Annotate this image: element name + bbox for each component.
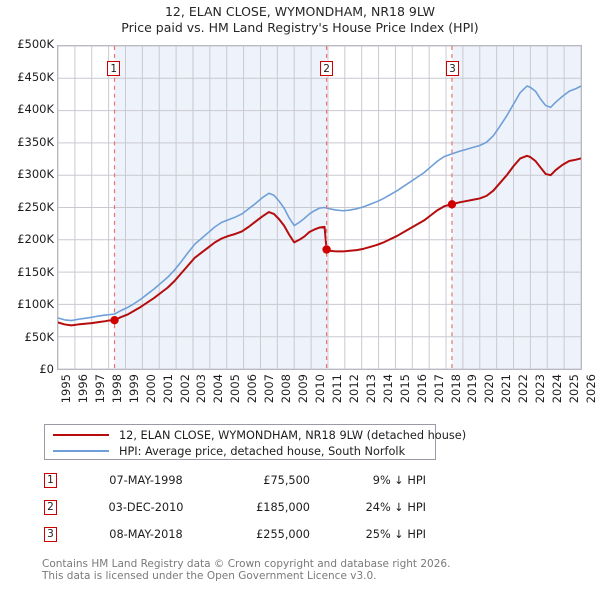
y-axis-tick-label: £200K bbox=[17, 232, 54, 246]
x-axis-tick-label: 2001 bbox=[160, 374, 175, 404]
x-axis-tick-label: 2018 bbox=[448, 374, 463, 404]
x-axis-tick-label: 2017 bbox=[431, 374, 446, 404]
x-axis-tick-label: 2003 bbox=[194, 374, 209, 404]
x-axis-tick-label: 2005 bbox=[228, 374, 243, 404]
y-axis-tick-label: £150K bbox=[17, 264, 54, 279]
sale-marker-dot-2[interactable] bbox=[322, 245, 331, 254]
x-axis-tick-label: 2019 bbox=[465, 374, 480, 404]
x-axis-tick-label: 2026 bbox=[584, 374, 598, 404]
footer-attribution: Contains HM Land Registry data © Crown c… bbox=[42, 558, 562, 582]
sale-marker-badge-1[interactable]: 1 bbox=[107, 61, 121, 76]
txn-date: 03-DEC-2010 bbox=[108, 501, 184, 514]
table-row: 2 03-DEC-2010 £185,000 24% ↓ HPI bbox=[44, 497, 444, 524]
sale-marker-dot-3[interactable] bbox=[447, 200, 457, 209]
legend-item-hpi: HPI: Average price, detached house, Sout… bbox=[53, 443, 405, 459]
txn-hpi-delta: 9% ↓ HPI bbox=[372, 474, 426, 487]
x-axis-tick-label: 2021 bbox=[499, 374, 514, 404]
x-axis-tick-label: 1998 bbox=[109, 374, 124, 404]
y-axis-tick-label: £350K bbox=[17, 134, 54, 149]
x-axis-tick-label: 2020 bbox=[482, 374, 497, 404]
txn-index-badge: 2 bbox=[44, 500, 57, 515]
txn-hpi-delta: 25% ↓ HPI bbox=[365, 528, 426, 541]
x-axis-tick-label: 2004 bbox=[211, 374, 226, 404]
x-axis-tick-label: 2000 bbox=[143, 374, 158, 404]
txn-price: £75,500 bbox=[263, 474, 310, 487]
y-axis: £0 £50K £100K £150K £200K £250K £300K £350K £400… bbox=[0, 0, 54, 590]
chart-svg bbox=[58, 46, 581, 369]
x-axis-tick-label: 2012 bbox=[346, 374, 361, 404]
x-axis-tick-label: 1999 bbox=[126, 374, 141, 404]
y-axis-tick-label: £50K bbox=[24, 329, 55, 344]
x-axis-tick-label: 2006 bbox=[245, 374, 260, 404]
sale-marker-badge-3[interactable]: 3 bbox=[445, 61, 459, 76]
x-axis-tick-label: 1995 bbox=[59, 374, 73, 404]
x-axis-tick-label: 2008 bbox=[279, 374, 294, 404]
y-axis-tick-label: £300K bbox=[17, 167, 54, 181]
series-hpi bbox=[58, 85, 581, 322]
transactions-table: 1 07-MAY-1998 £75,500 9% ↓ HPI 2 03-DEC-… bbox=[44, 470, 444, 551]
legend-label-hpi: HPI: Average price, detached house, Sout… bbox=[119, 444, 406, 458]
txn-date: 08-MAY-2018 bbox=[109, 528, 183, 541]
y-axis-tick-label: £450K bbox=[17, 69, 54, 84]
x-axis-tick-label: 2002 bbox=[177, 374, 192, 404]
x-axis-tick-label: 2015 bbox=[397, 374, 412, 404]
chart-plot-area bbox=[57, 45, 582, 370]
txn-date: 07-MAY-1998 bbox=[109, 474, 183, 487]
txn-index-badge: 3 bbox=[44, 527, 57, 542]
x-axis-tick-label: 2010 bbox=[313, 374, 328, 404]
page-subtitle: Price paid vs. HM Land Registry's House … bbox=[121, 20, 479, 35]
x-axis-tick-label: 2024 bbox=[550, 374, 565, 404]
txn-price: £185,000 bbox=[256, 501, 310, 514]
page-title: 12, ELAN CLOSE, WYMONDHAM, NR18 9LW bbox=[164, 4, 436, 19]
x-axis-tick-label: 2023 bbox=[533, 374, 548, 404]
sale-marker-badge-2[interactable]: 2 bbox=[320, 61, 334, 76]
txn-index-badge: 1 bbox=[44, 473, 57, 488]
x-axis-tick-label: 1996 bbox=[75, 374, 90, 404]
y-axis-tick-label: £100K bbox=[17, 297, 54, 311]
x-axis-tick-label: 2022 bbox=[516, 374, 531, 404]
txn-hpi-delta: 24% ↓ HPI bbox=[365, 501, 426, 514]
chart-title-block: 12, ELAN CLOSE, WYMONDHAM, NR18 9LW Pric… bbox=[0, 4, 600, 36]
legend-item-price-paid: 12, ELAN CLOSE, WYMONDHAM, NR18 9LW (det… bbox=[53, 427, 466, 443]
legend-label-price-paid: 12, ELAN CLOSE, WYMONDHAM, NR18 9LW (det… bbox=[119, 428, 467, 442]
x-axis-tick-label: 2011 bbox=[329, 374, 344, 404]
legend-swatch-price-paid bbox=[53, 434, 109, 436]
y-axis-tick-label: £0 bbox=[39, 362, 54, 376]
chart-legend: 12, ELAN CLOSE, WYMONDHAM, NR18 9LW (det… bbox=[44, 424, 466, 460]
series-price-paid bbox=[58, 154, 581, 327]
x-axis-tick-label: 2016 bbox=[414, 374, 429, 404]
x-axis-tick-label: 2025 bbox=[567, 374, 582, 404]
table-row: 1 07-MAY-1998 £75,500 9% ↓ HPI bbox=[44, 470, 444, 497]
x-axis-tick-label: 2007 bbox=[262, 374, 277, 404]
legend-swatch-hpi bbox=[53, 450, 109, 452]
y-axis-tick-label: £400K bbox=[17, 102, 54, 116]
x-axis-tick-label: 2013 bbox=[363, 374, 378, 404]
footer-line-1: Contains HM Land Registry data © Crown c… bbox=[42, 558, 451, 570]
x-axis-tick-label: 2009 bbox=[296, 374, 311, 404]
table-row: 3 08-MAY-2018 £255,000 25% ↓ HPI bbox=[44, 524, 444, 551]
x-axis-tick-label: 2014 bbox=[380, 374, 395, 404]
y-axis-tick-label: £500K bbox=[17, 37, 54, 51]
txn-price: £255,000 bbox=[256, 528, 310, 541]
sale-marker-dot-1[interactable] bbox=[110, 316, 119, 325]
x-axis-tick-label: 1997 bbox=[92, 374, 107, 404]
y-axis-tick-label: £250K bbox=[17, 199, 54, 214]
footer-line-2: This data is licensed under the Open Gov… bbox=[42, 570, 377, 582]
